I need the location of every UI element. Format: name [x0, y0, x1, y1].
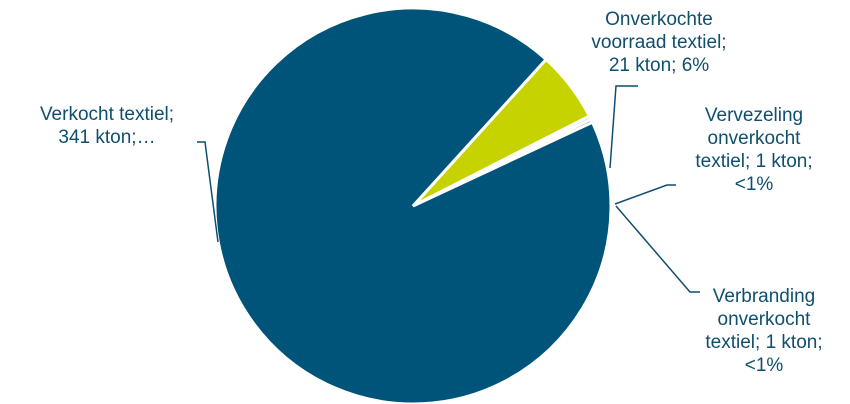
leader-lines [197, 85, 700, 293]
pie-slices [213, 6, 613, 404]
leader-verbranding [615, 205, 700, 293]
leader-verkocht [197, 141, 219, 243]
slice-label-vervezeling: Vervezeling onverkocht textiel; 1 kton; … [695, 105, 813, 195]
slice-verkocht [213, 6, 613, 404]
slice-label-onverkochte-voorraad: Onverkochte voorraad textiel; 21 kton; 6… [591, 9, 727, 76]
slice-label-verbranding: Verbranding onverkocht textiel; 1 kton; … [705, 286, 823, 376]
leader-onverkochte-voorraad [609, 85, 638, 169]
slice-label-verkocht: Verkocht textiel; 341 kton;… [39, 104, 175, 148]
leader-vervezeling [614, 184, 676, 205]
